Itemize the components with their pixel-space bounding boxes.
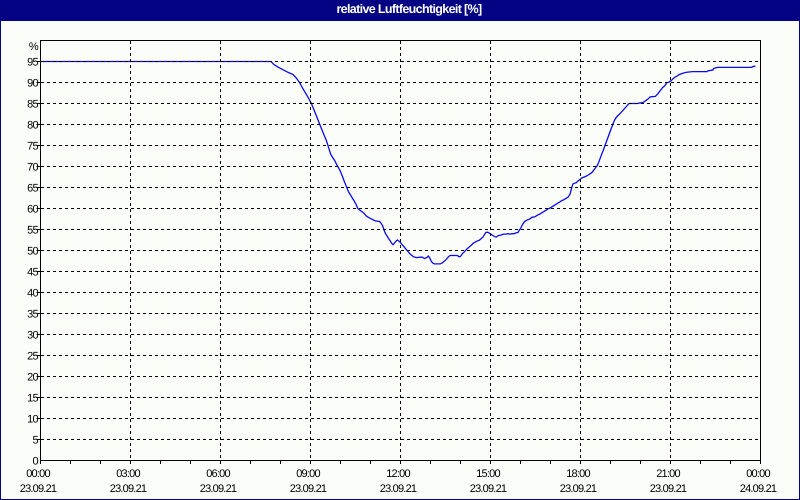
svg-text:23.09.21: 23.09.21 bbox=[200, 483, 237, 495]
svg-text:23.09.21: 23.09.21 bbox=[290, 483, 327, 495]
svg-text:12:00: 12:00 bbox=[386, 468, 410, 480]
svg-text:15: 15 bbox=[27, 392, 38, 404]
svg-text:%: % bbox=[29, 41, 39, 53]
svg-text:23.09.21: 23.09.21 bbox=[110, 483, 147, 495]
svg-text:75: 75 bbox=[27, 140, 38, 152]
svg-text:25: 25 bbox=[27, 350, 38, 362]
svg-text:23.09.21: 23.09.21 bbox=[20, 483, 57, 495]
svg-text:15:00: 15:00 bbox=[476, 468, 500, 480]
svg-text:60: 60 bbox=[27, 203, 38, 215]
svg-text:5: 5 bbox=[32, 434, 38, 446]
svg-text:65: 65 bbox=[27, 182, 38, 194]
svg-text:50: 50 bbox=[27, 245, 38, 257]
svg-text:00:00: 00:00 bbox=[26, 468, 50, 480]
svg-text:30: 30 bbox=[27, 329, 38, 341]
svg-text:23.09.21: 23.09.21 bbox=[650, 483, 687, 495]
svg-text:24.09.21: 24.09.21 bbox=[740, 483, 777, 495]
svg-text:03:00: 03:00 bbox=[116, 468, 140, 480]
svg-text:40: 40 bbox=[27, 287, 38, 299]
svg-text:70: 70 bbox=[27, 161, 38, 173]
svg-text:0: 0 bbox=[32, 455, 38, 467]
svg-text:23.09.21: 23.09.21 bbox=[470, 483, 507, 495]
svg-text:55: 55 bbox=[27, 224, 38, 236]
svg-text:45: 45 bbox=[27, 266, 38, 278]
svg-text:21:00: 21:00 bbox=[656, 468, 680, 480]
svg-text:95: 95 bbox=[27, 56, 38, 68]
svg-text:90: 90 bbox=[27, 77, 38, 89]
svg-text:06:00: 06:00 bbox=[206, 468, 230, 480]
svg-text:85: 85 bbox=[27, 98, 38, 110]
svg-text:35: 35 bbox=[27, 308, 38, 320]
svg-text:10: 10 bbox=[27, 413, 38, 425]
svg-text:23.09.21: 23.09.21 bbox=[560, 483, 597, 495]
svg-text:80: 80 bbox=[27, 119, 38, 131]
svg-text:23.09.21: 23.09.21 bbox=[380, 483, 417, 495]
svg-text:relative Luftfeuchtigkeit [%]: relative Luftfeuchtigkeit [%] bbox=[336, 2, 482, 16]
svg-text:18:00: 18:00 bbox=[566, 468, 590, 480]
svg-text:20: 20 bbox=[27, 371, 38, 383]
svg-text:09:00: 09:00 bbox=[296, 468, 320, 480]
svg-text:00:00: 00:00 bbox=[746, 468, 770, 480]
